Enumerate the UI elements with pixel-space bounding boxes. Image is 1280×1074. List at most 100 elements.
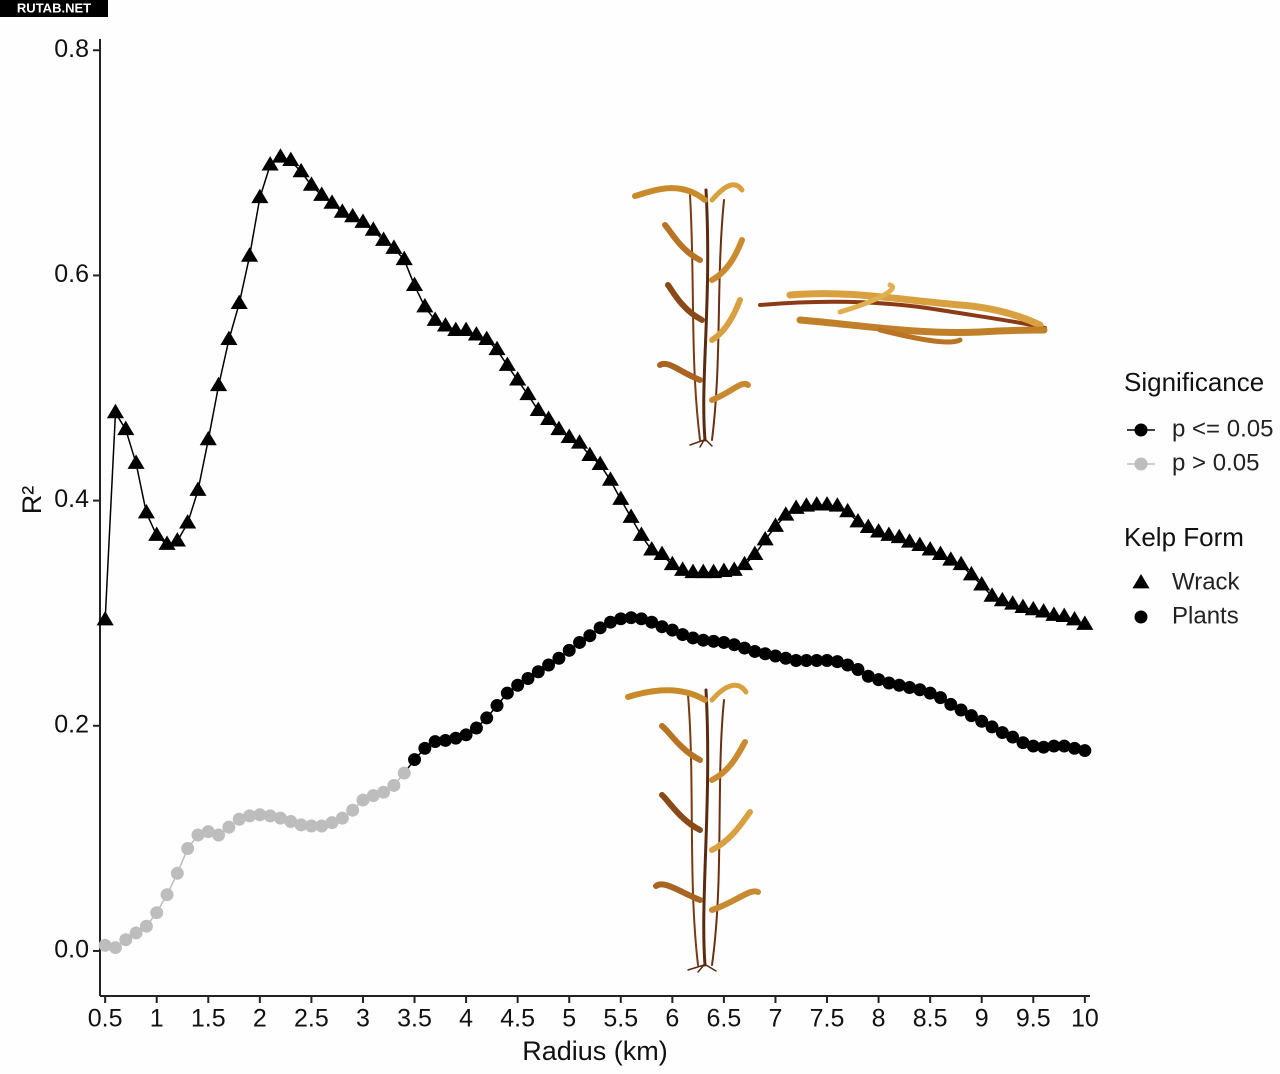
triangle-point [96, 610, 114, 626]
watermark-bg [0, 0, 108, 17]
triangle-point [106, 403, 125, 419]
triangle-point [962, 565, 980, 581]
triangle-point [436, 317, 455, 332]
circle-point [500, 686, 514, 700]
circle-point [273, 811, 287, 825]
triangle-point [931, 545, 950, 561]
kelp-wrack [758, 282, 1048, 345]
triangle-point [189, 481, 207, 496]
x-tick-label: 1 [150, 1005, 164, 1033]
circle-point [1006, 730, 1020, 744]
circle-point [480, 711, 494, 725]
circle-point [696, 633, 710, 647]
circle-point [985, 720, 999, 734]
triangle-point [1055, 607, 1073, 622]
line-segment [135, 463, 148, 514]
triangle-point [426, 311, 444, 326]
circle-point [851, 663, 865, 676]
circle-point [903, 681, 917, 694]
circle-point [304, 819, 318, 833]
x-tick-label: 5.5 [603, 1005, 638, 1033]
triangle-point [540, 410, 558, 425]
kelp-plant-top [632, 182, 751, 448]
triangle-point [1045, 606, 1063, 621]
triangle-point [282, 151, 300, 166]
circle-point [222, 820, 236, 834]
triangle-point [127, 454, 145, 469]
circle-point [655, 620, 669, 634]
y-tick-label: 0.2 [54, 710, 89, 738]
line-segment [238, 256, 251, 304]
triangle-point [467, 326, 485, 341]
circle-point [181, 842, 195, 855]
triangle-point [766, 517, 785, 532]
circle-point [335, 811, 349, 825]
triangle-point [818, 496, 836, 511]
triangle-point [756, 531, 774, 546]
circle-point [212, 828, 226, 842]
circle-point [727, 638, 741, 652]
x-tick-label: 8 [872, 1005, 886, 1033]
triangle-point [1076, 615, 1094, 630]
legend-dot [1134, 457, 1148, 471]
circle-point [531, 665, 545, 679]
triangle-point [550, 420, 568, 436]
triangle-point [839, 502, 857, 518]
circle-point [201, 825, 215, 839]
triangle-point [828, 497, 846, 512]
line-segment [248, 197, 261, 257]
watermark: RUTAB.NET [17, 0, 91, 15]
x-tick-label: 0.5 [88, 1005, 123, 1033]
circle-point [882, 676, 896, 690]
circle-point [490, 699, 504, 713]
x-tick-label: 4 [459, 1005, 473, 1033]
triangle-point [880, 526, 898, 541]
circle-point [810, 654, 824, 667]
triangle-point [859, 518, 877, 534]
x-tick-label: 5 [562, 1005, 576, 1033]
circle-point [356, 793, 370, 807]
triangle-point [168, 532, 186, 547]
triangle-point [1004, 595, 1022, 610]
triangle-point [1024, 600, 1042, 616]
triangle-point [385, 239, 403, 254]
circle-point [830, 655, 844, 669]
circle-point [975, 714, 989, 728]
line-segment [197, 439, 210, 491]
triangle-point [292, 162, 310, 178]
triangle-point [220, 330, 238, 346]
triangle-point [364, 221, 382, 236]
circle-point [717, 635, 731, 649]
triangle-point [457, 321, 475, 337]
triangle-point [271, 148, 290, 163]
triangle-point [591, 455, 609, 470]
x-tick-label: 6 [665, 1005, 679, 1033]
triangle-point [983, 587, 1001, 602]
triangle-point [777, 506, 795, 521]
circle-point [325, 816, 339, 830]
circle-point [160, 888, 174, 902]
triangle-point [952, 555, 970, 571]
triangle-point [323, 194, 341, 209]
circle-point [366, 789, 380, 803]
series-plants [98, 611, 1092, 955]
x-tick-label: 9.5 [1016, 1005, 1051, 1033]
triangle-point [653, 545, 671, 561]
triangle-point [333, 203, 351, 218]
circle-point [428, 735, 442, 749]
circle-point [150, 906, 164, 920]
circle-point [841, 658, 855, 672]
triangle-point [632, 526, 650, 541]
circle-point [139, 919, 153, 933]
circle-point [119, 933, 133, 947]
triangle-point [375, 231, 393, 246]
circle-point [511, 678, 525, 692]
triangle-point [509, 371, 527, 386]
circle-point [1134, 610, 1148, 624]
circle-point [645, 615, 659, 629]
triangle-point [148, 526, 166, 541]
y-tick-label: 0.0 [54, 936, 89, 964]
triangle-point [570, 434, 589, 449]
triangle-point [746, 545, 764, 561]
y-tick-label: 0.8 [54, 35, 89, 63]
